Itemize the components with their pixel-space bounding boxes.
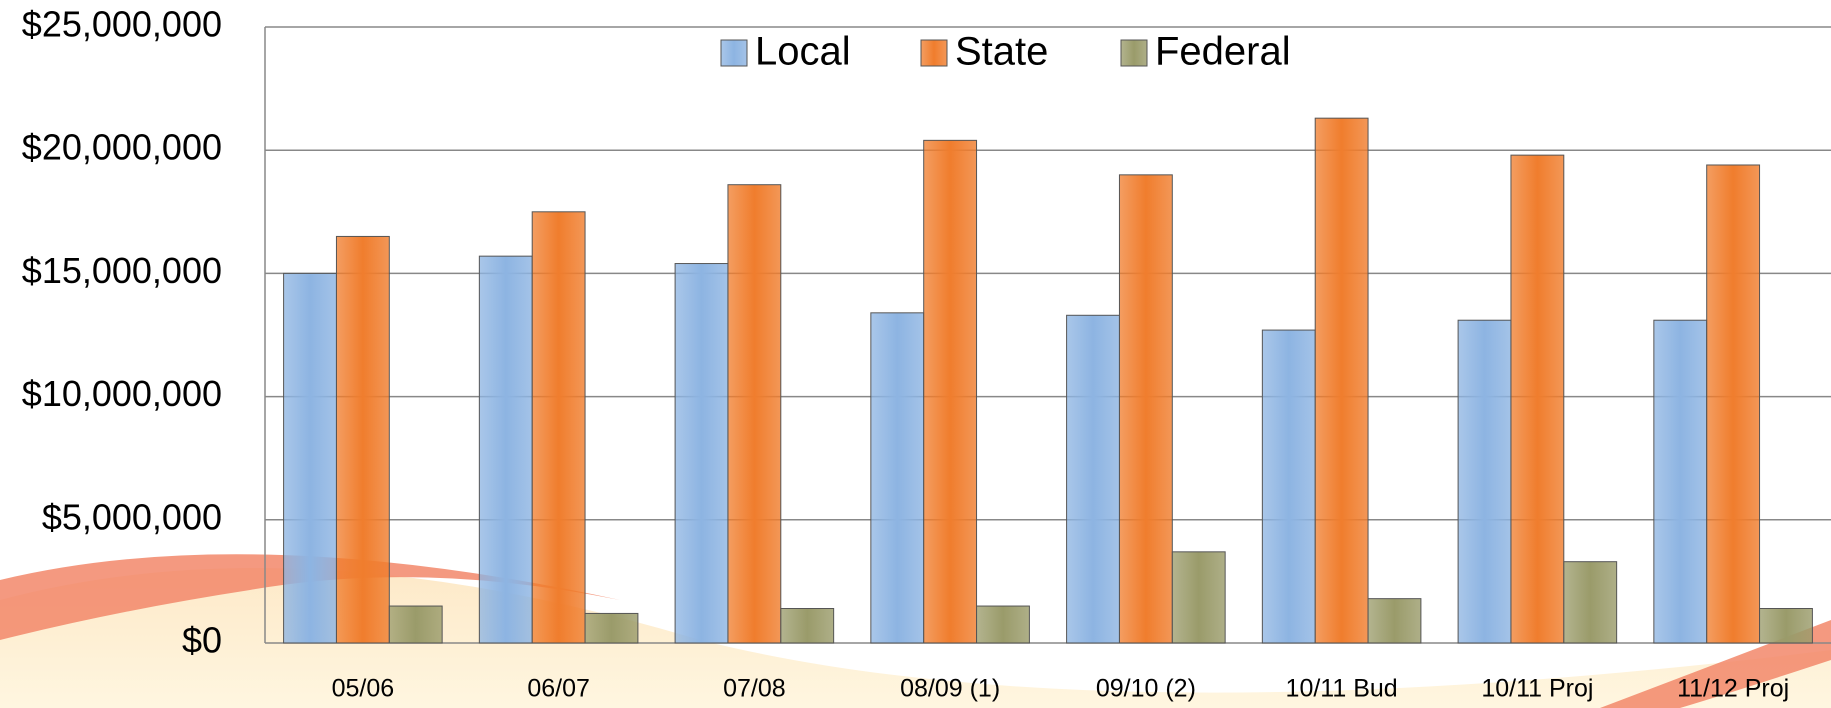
- bar: [1563, 561, 1618, 644]
- x-tick-label: 10/11 Bud: [1286, 675, 1398, 703]
- y-tick-label: $5,000,000: [42, 496, 222, 537]
- bar: [283, 272, 337, 644]
- bar: [976, 605, 1030, 644]
- x-tick-label: 05/06: [332, 675, 395, 703]
- bar: [923, 139, 978, 644]
- bar: [870, 312, 925, 644]
- bar: [674, 263, 729, 644]
- bar: [1261, 329, 1316, 644]
- bar: [1314, 117, 1369, 644]
- bar: [1653, 319, 1708, 644]
- x-tick-label: 08/09 (1): [900, 675, 1000, 703]
- bar: [584, 612, 639, 644]
- legend-label: Local: [755, 30, 851, 74]
- x-tick-label: 07/08: [723, 675, 786, 703]
- y-tick-label: $20,000,000: [22, 127, 222, 168]
- bar: [1706, 164, 1761, 644]
- bar: [1759, 608, 1813, 644]
- bar: [1367, 598, 1422, 644]
- bar: [1171, 551, 1226, 644]
- legend-swatch: [720, 39, 748, 67]
- bar: [1457, 319, 1512, 644]
- x-tick-label: 09/10 (2): [1096, 675, 1196, 703]
- background-swoosh-red: [0, 554, 620, 640]
- bar: [1066, 314, 1120, 644]
- bar: [1510, 154, 1565, 644]
- bar: [727, 184, 782, 644]
- legend-label: Federal: [1155, 30, 1291, 74]
- bar: [335, 235, 390, 644]
- legend-swatch: [920, 39, 948, 67]
- y-tick-label: $15,000,000: [22, 250, 222, 291]
- y-tick-label: $25,000,000: [22, 4, 222, 45]
- bar: [388, 605, 443, 644]
- bar: [531, 211, 586, 644]
- legend-label: State: [955, 30, 1048, 74]
- y-tick-label: $0: [182, 620, 222, 661]
- background-swoosh: [0, 568, 1831, 708]
- legend-swatch: [1120, 39, 1148, 67]
- background-swoosh-red: [1600, 620, 1831, 708]
- x-tick-label: 06/07: [527, 675, 590, 703]
- bar: [780, 608, 835, 644]
- x-tick-label: 11/12 Proj: [1677, 675, 1789, 703]
- bar: [478, 255, 533, 644]
- y-tick-label: $10,000,000: [22, 373, 222, 414]
- x-tick-label: 10/11 Proj: [1481, 675, 1593, 703]
- bar: [1118, 174, 1173, 644]
